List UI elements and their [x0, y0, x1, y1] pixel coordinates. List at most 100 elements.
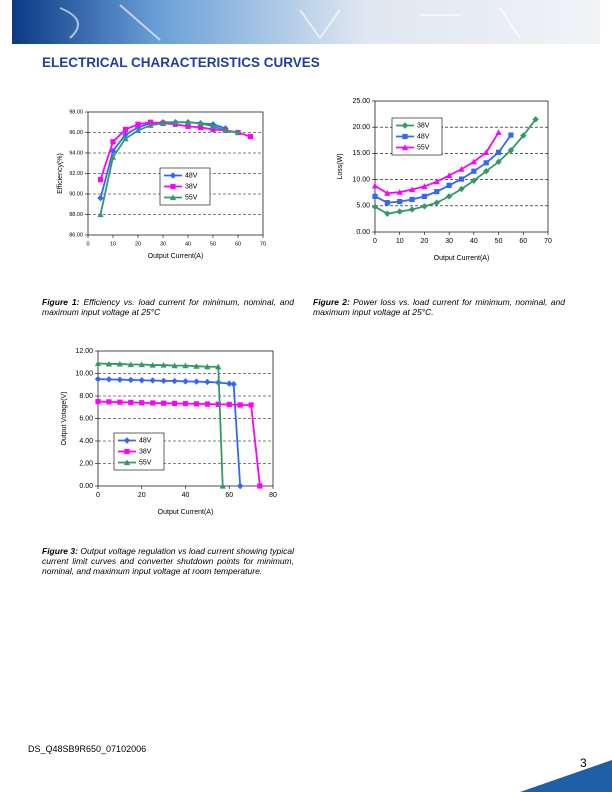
marker [421, 193, 428, 199]
marker [236, 482, 244, 490]
y-tick-label: 10.00 [352, 176, 370, 183]
y-tick-label: 20.00 [352, 124, 370, 131]
legend-marker [123, 459, 131, 466]
marker [182, 378, 189, 385]
x-tick-label: 20 [421, 238, 429, 245]
marker [149, 377, 156, 384]
x-tick-label: 50 [210, 241, 216, 247]
marker [116, 376, 124, 383]
marker [110, 139, 116, 145]
x-tick-label: 20 [135, 241, 141, 247]
marker [458, 166, 465, 172]
marker [372, 193, 378, 199]
marker [409, 196, 415, 203]
x-tick-label: 70 [260, 241, 266, 247]
marker [495, 158, 502, 165]
marker [396, 189, 403, 195]
marker [248, 402, 254, 408]
y-tick-label: 98.00 [69, 109, 83, 115]
marker [184, 119, 192, 125]
chart: 0.00 2.00 4.00 6.00 8.00 10.00 12.00 0 20 40 60 80 O… [61, 348, 277, 516]
doc-id: DS_Q48SB9R650_07102006 [28, 744, 147, 754]
marker [470, 177, 478, 184]
marker [445, 193, 453, 200]
x-tick-label: 10 [110, 241, 116, 247]
marker [182, 362, 189, 369]
x-axis-label: Output Current(A) [148, 253, 204, 260]
plot-frame [97, 350, 274, 487]
marker [117, 399, 123, 405]
marker [204, 363, 211, 370]
marker [127, 361, 134, 368]
marker [150, 400, 156, 406]
series-line [99, 121, 239, 215]
y-tick-label: 25.00 [352, 98, 370, 105]
marker [507, 147, 515, 154]
caption-label: Figure 2: [313, 297, 350, 307]
legend-label: 48V [417, 133, 430, 140]
marker [371, 203, 379, 211]
caption-text: Efficiency vs. load current for minimum,… [42, 297, 294, 318]
legend-marker [402, 133, 408, 140]
marker [159, 120, 167, 126]
legend-marker [401, 122, 409, 129]
marker [94, 375, 102, 383]
marker [116, 360, 123, 367]
legend-label: 48V [185, 172, 198, 179]
plot-frame [87, 111, 264, 236]
marker [215, 401, 221, 407]
y-tick-label: 6.00 [79, 415, 93, 422]
x-tick-label: 60 [519, 238, 527, 245]
marker [458, 185, 465, 193]
legend-label: 38V [417, 122, 430, 129]
marker [237, 402, 243, 408]
chart: 86.00 88.00 90.00 92.00 94.00 96.00 98.00 0 10 20… [57, 109, 266, 259]
marker [532, 116, 539, 123]
marker [421, 183, 428, 190]
marker [226, 401, 232, 408]
marker [122, 135, 129, 142]
x-axis-label: Output Current(A) [158, 509, 214, 516]
legend-label: 55V [139, 459, 152, 466]
marker [371, 182, 379, 189]
marker [215, 363, 222, 370]
y-tick-label: 0.00 [79, 483, 93, 490]
caption-label: Figure 1: [42, 297, 80, 307]
caption-text: Output voltage regulation vs load curren… [42, 546, 294, 577]
marker [384, 210, 391, 217]
x-tick-label: 60 [225, 492, 233, 499]
marker [433, 199, 440, 206]
legend-label: 38V [185, 183, 198, 190]
marker [257, 483, 263, 489]
legend-label: 55V [417, 144, 430, 151]
marker [185, 123, 191, 129]
caption-text: Power loss vs. load current for minimum,… [313, 297, 565, 318]
x-tick-label: 0 [96, 492, 100, 499]
marker [234, 129, 242, 136]
page-number: 3 [580, 756, 587, 770]
y-tick-label: 90.00 [69, 191, 83, 197]
marker [471, 168, 477, 174]
marker [226, 380, 233, 387]
marker [230, 380, 237, 388]
legend-label: 38V [139, 448, 152, 455]
marker [408, 186, 416, 193]
x-tick-label: 20 [138, 492, 146, 499]
marker [182, 401, 189, 407]
marker [446, 182, 452, 188]
series-line [97, 400, 261, 487]
y-tick-label: 5.00 [356, 203, 370, 210]
marker [160, 361, 167, 368]
marker [128, 399, 134, 406]
marker [495, 129, 502, 136]
y-tick-label: 12.00 [75, 348, 93, 355]
y-axis-label: Loss(W) [337, 153, 344, 179]
marker [97, 194, 104, 202]
marker [95, 399, 101, 405]
marker [147, 122, 154, 128]
chart: 0.00 5.00 10.00 15.00 20.00 25.00 0 10 20 30 40 50 6… [337, 98, 552, 262]
marker [197, 120, 204, 126]
caption: Figure 3: Output voltage regulation vs l… [42, 546, 294, 577]
marker [247, 134, 254, 140]
marker [127, 376, 135, 384]
